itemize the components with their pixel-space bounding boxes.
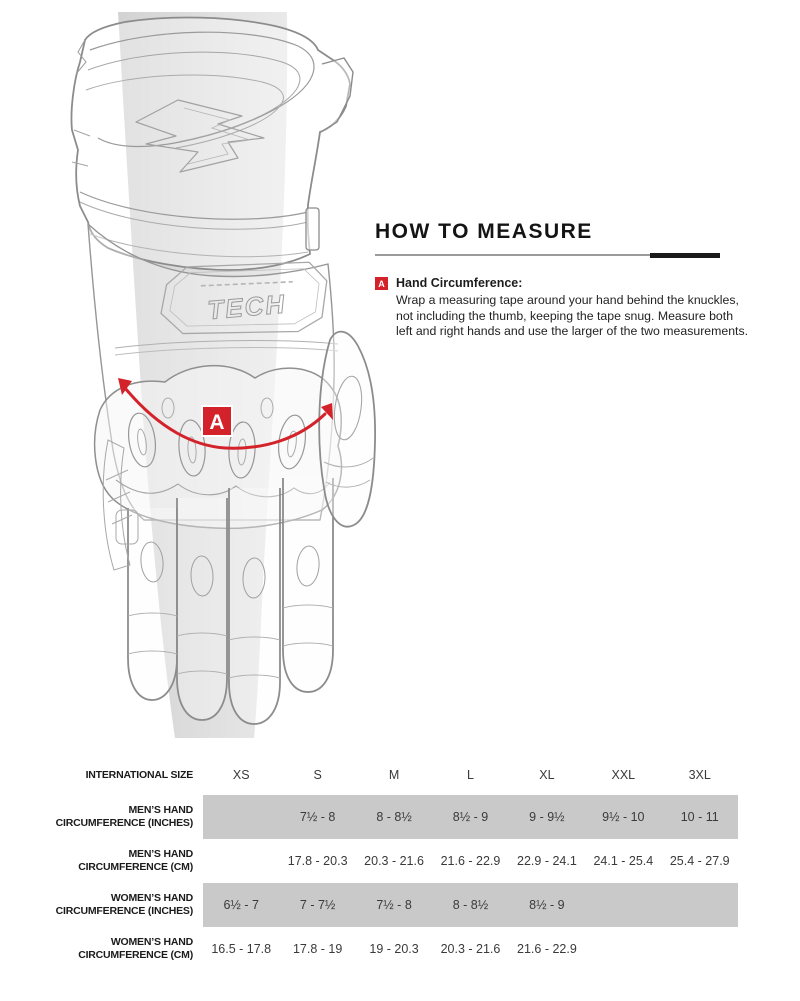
table-cell: 10 - 11 (661, 795, 738, 839)
marker-a-badge: A (201, 405, 233, 437)
table-cell (203, 839, 279, 883)
table-cell: 21.6 - 22.9 (517, 942, 577, 956)
table-cell: 22.9 - 24.1 (517, 854, 577, 868)
column-header-m: M (388, 768, 400, 782)
column-header-3xl: 3XL (688, 768, 711, 782)
row-label: WOMEN’S HAND (110, 892, 193, 904)
how-to-measure-section: HOW TO MEASURE A Hand Circumference: Wra… (375, 220, 748, 340)
table-cell: 7½ - 8 (355, 883, 433, 927)
column-header-xs: XS (232, 768, 250, 782)
table-cell: 16.5 - 17.8 (211, 942, 272, 956)
column-header-l: L (467, 768, 474, 782)
instruction-line: not including the thumb, keeping the tap… (396, 308, 734, 323)
arrowhead-right-icon (321, 403, 333, 420)
instruction-line: left and right hands and use the larger … (396, 324, 749, 338)
finger-pinky (127, 508, 178, 701)
row-label: CIRCUMFERENCE (INCHES) (55, 817, 194, 829)
table-cell: 7 - 7½ (279, 883, 356, 927)
table-cell: 20.3 - 21.6 (440, 942, 501, 956)
table-cell: 8 - 8½ (355, 795, 433, 839)
finger-middle (228, 488, 281, 725)
table-cell (585, 883, 662, 927)
table-cell: 21.6 - 22.9 (440, 854, 501, 868)
table-cell: 8½ - 9 (432, 795, 509, 839)
marker-a-icon: A (375, 277, 388, 290)
wrist-strap-tab (305, 207, 320, 251)
marker-a-label: A (209, 411, 224, 434)
table-cell: 19 - 20.3 (369, 942, 419, 956)
size-table: INTERNATIONAL SIZE XS S M L XL XXL 3XL M… (35, 755, 738, 971)
table-row-womens-cm: WOMEN’S HAND CIRCUMFERENCE (CM) 16.5 - 1… (35, 927, 738, 971)
tech-patch: TECH (160, 261, 328, 335)
table-cell (662, 927, 738, 971)
table-cell (661, 883, 738, 927)
column-header-xxl: XXL (611, 768, 636, 782)
table-cell: 7½ - 8 (279, 795, 356, 839)
instruction-line: Wrap a measuring tape around your hand b… (396, 293, 739, 307)
table-row-mens-inches: MEN’S HAND CIRCUMFERENCE (INCHES) 7½ - 8… (35, 795, 738, 839)
size-table-header-row: INTERNATIONAL SIZE XS S M L XL XXL 3XL (35, 755, 738, 795)
glove-gauntlet (70, 16, 354, 271)
finger-index (282, 478, 334, 693)
row-label: CIRCUMFERENCE (CM) (78, 861, 193, 873)
table-cell: 9 - 9½ (508, 795, 586, 839)
table-cell: 17.8 - 20.3 (287, 854, 348, 868)
table-header-label: INTERNATIONAL SIZE (85, 768, 194, 781)
table-cell: 8½ - 9 (508, 883, 586, 927)
table-cell (203, 795, 280, 839)
glove-thumb (318, 330, 376, 528)
column-header-xl: XL (539, 768, 555, 782)
glove-fingers (127, 478, 334, 725)
row-label: MEN’S HAND (128, 804, 193, 816)
finger-ring (176, 498, 228, 721)
row-label: MEN’S HAND (128, 848, 193, 860)
table-cell: 20.3 - 21.6 (364, 854, 424, 868)
tech-patch-text: TECH (206, 289, 287, 326)
row-label: CIRCUMFERENCE (INCHES) (55, 905, 194, 917)
row-label: WOMEN’S HAND (110, 936, 193, 948)
star-logo-icon (135, 99, 265, 173)
row-label: CIRCUMFERENCE (CM) (78, 949, 193, 961)
table-row-womens-inches: WOMEN’S HAND CIRCUMFERENCE (INCHES) 6½ -… (35, 883, 738, 927)
measure-arc (118, 378, 333, 450)
table-cell: 17.8 - 19 (292, 942, 343, 956)
section-title: HOW TO MEASURE (375, 220, 593, 243)
glove-illustration: TECH (30, 10, 410, 755)
instruction-label: Hand Circumference: (396, 276, 523, 290)
table-cell (585, 927, 661, 971)
arrowhead-left-icon (118, 378, 132, 395)
table-cell: 24.1 - 25.4 (593, 854, 654, 868)
glove-drawing: TECH (70, 12, 376, 738)
measure-instruction-item: A Hand Circumference: Wrap a measuring t… (375, 276, 748, 340)
pinky-side-guard (102, 439, 139, 571)
table-row-mens-cm: MEN’S HAND CIRCUMFERENCE (CM) 17.8 - 20.… (35, 839, 738, 883)
table-cell: 8 - 8½ (432, 883, 509, 927)
title-underline (375, 253, 720, 258)
table-cell: 9½ - 10 (585, 795, 662, 839)
column-header-s: S (313, 768, 322, 782)
cuff-wing-flap (320, 57, 354, 133)
table-cell: 6½ - 7 (203, 883, 280, 927)
finger-details (127, 541, 334, 679)
table-cell: 25.4 - 27.9 (669, 854, 730, 868)
